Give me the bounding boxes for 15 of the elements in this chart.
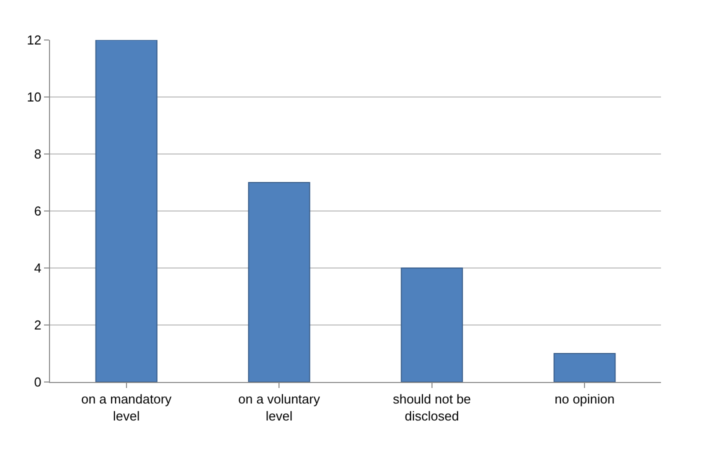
x-tick-label: on a mandatory level [81,392,172,424]
y-tick-label: 2 [34,318,42,333]
y-tick-label: 12 [26,32,42,48]
y-tick-label: 6 [34,204,42,219]
x-tick-label: no opinion [554,392,615,407]
bar [95,40,158,382]
bar [400,268,463,382]
y-tick-label: 10 [26,90,42,105]
y-tick-label: 0 [34,374,42,390]
bar [248,182,310,382]
y-tick-label: 4 [34,260,42,276]
x-tick-label: on a voluntary level [238,392,320,424]
x-tick-label: should not be disclosed [392,392,471,424]
bar [554,353,616,382]
y-tick-label: 8 [34,146,42,162]
